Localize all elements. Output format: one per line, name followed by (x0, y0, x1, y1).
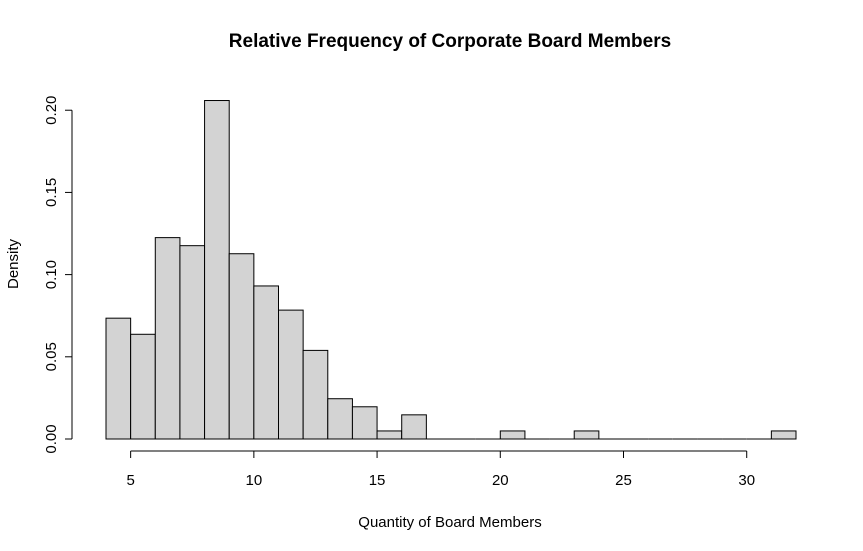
histogram-bar-31-32 (770, 430, 797, 440)
histogram-bar-9-10 (228, 253, 255, 440)
histogram-bar-11-12 (278, 309, 304, 440)
chart-title: Relative Frequency of Corporate Board Me… (229, 31, 671, 52)
x-axis: 5 10 15 20 25 30 (126, 450, 755, 489)
x-tick-label: 20 (492, 472, 509, 489)
x-tick-label: 10 (246, 472, 263, 489)
histogram-bar-12-13 (302, 349, 329, 440)
x-tick-label: 15 (369, 472, 386, 489)
histogram-bar-16-17 (401, 414, 427, 440)
y-tick-label: 0.20 (43, 96, 60, 125)
histogram-bar-14-15 (351, 406, 378, 440)
bars-group (105, 100, 797, 440)
y-axis-label: Density (5, 238, 22, 289)
y-tick-label: 0.15 (43, 178, 60, 207)
histogram-bar-5-6 (130, 333, 156, 440)
histogram-bar-7-8 (179, 245, 206, 440)
histogram-bar-10-11 (253, 285, 280, 440)
y-tick-label: 0.05 (43, 342, 60, 371)
histogram-bar-4-5 (105, 317, 132, 440)
histogram-bar-8-9 (204, 100, 230, 440)
x-axis-label: Quantity of Board Members (358, 514, 541, 531)
x-tick-label: 25 (615, 472, 632, 489)
x-tick-label: 5 (126, 472, 134, 489)
histogram-bar-13-14 (327, 398, 353, 440)
histogram-bar-6-7 (154, 237, 181, 440)
y-tick-label: 0.10 (43, 260, 60, 289)
histogram-bar-20-21 (499, 430, 526, 440)
histogram-bar-15-16 (376, 430, 403, 440)
y-tick-label: 0.00 (43, 424, 60, 453)
y-axis: 0.00 0.05 0.10 0.15 0.20 (43, 96, 73, 454)
x-tick-label: 30 (738, 472, 755, 489)
histogram-bar-23-24 (573, 430, 600, 440)
